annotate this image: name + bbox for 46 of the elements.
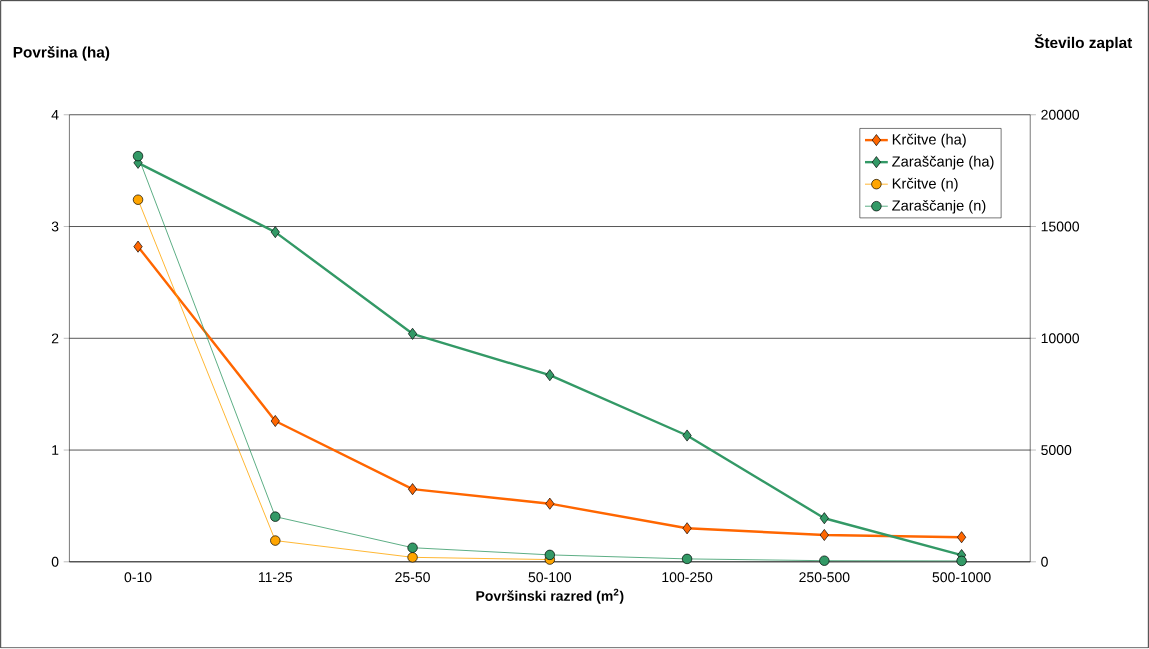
y2-tick-label: 10000	[1041, 333, 1080, 344]
y-tick-label: 1	[52, 445, 59, 456]
y2-tick-label: 15000	[1041, 221, 1080, 232]
y2-axis-title: Število zaplat	[1034, 34, 1133, 52]
point	[681, 553, 693, 565]
x-tick-label: 0-10	[124, 572, 152, 583]
y2-tick-label: 0	[1041, 557, 1048, 567]
point	[407, 542, 418, 554]
legend-label: Krčitve (ha)	[892, 134, 966, 148]
point	[956, 555, 967, 567]
y-tick-label: 2	[51, 333, 59, 344]
point	[545, 369, 555, 382]
point	[544, 549, 555, 561]
x-tick-label: 11-25	[258, 572, 293, 583]
y2-tick-label: 20000	[1041, 110, 1080, 120]
point	[270, 226, 280, 239]
x-tick-label: 500-1000	[932, 572, 991, 583]
legend-label: Krčitve (n)	[892, 178, 958, 192]
point	[819, 529, 829, 542]
y-tick-label: 0	[51, 557, 59, 567]
point	[819, 555, 830, 567]
x-tick-label: 25-50	[395, 572, 430, 583]
point	[132, 151, 144, 162]
x-tick-label: 100-250	[662, 572, 713, 583]
point	[408, 328, 418, 340]
x-tick-label: 250-500	[799, 572, 850, 583]
point	[270, 415, 280, 428]
point	[682, 429, 692, 442]
point	[270, 511, 281, 523]
point	[819, 512, 829, 525]
legend-label: Zaraščanje (ha)	[892, 156, 994, 170]
y2-tick-label: 5000	[1041, 445, 1072, 456]
y-tick-label: 4	[51, 110, 59, 120]
y-tick-label: 3	[51, 221, 59, 232]
point	[957, 531, 967, 544]
y-axis-title: Površina (ha)	[13, 46, 110, 61]
x-tick-label: 50-100	[528, 572, 572, 583]
point	[408, 483, 418, 496]
point	[270, 535, 281, 546]
text: Površinski razred (m$^{2}$)	[476, 588, 624, 604]
point	[133, 240, 143, 253]
point	[407, 552, 418, 563]
point	[682, 522, 692, 535]
legend-label: Zaraščanje (n)	[892, 200, 986, 214]
point	[545, 497, 555, 510]
point	[132, 194, 144, 206]
